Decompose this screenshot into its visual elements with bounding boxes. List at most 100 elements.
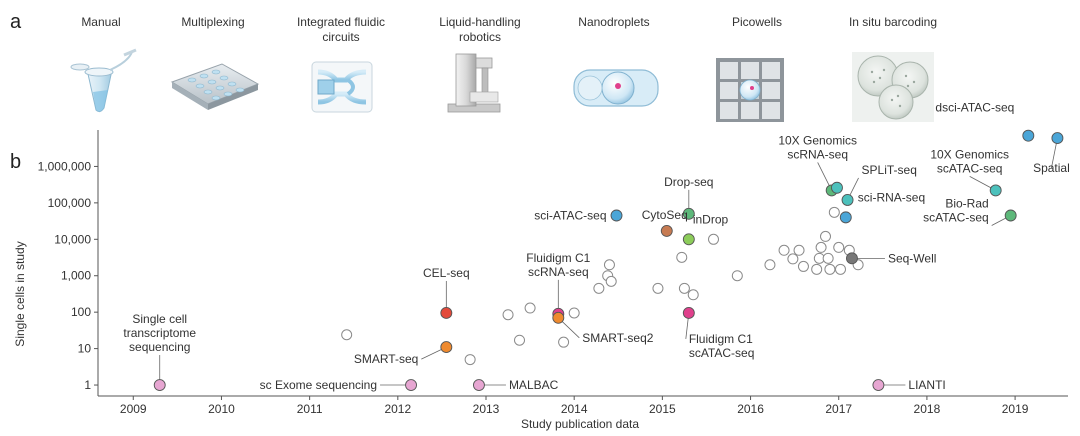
- y-tick-label: 1,000,000: [38, 159, 92, 173]
- panel-a-letter: a: [10, 11, 22, 33]
- x-tick-label: 2015: [649, 402, 676, 416]
- study-point-lightgreen: [682, 233, 695, 246]
- x-tick-label: 2011: [297, 402, 323, 416]
- fluidic-circuit-icon: [311, 61, 373, 113]
- study-point-open: [464, 354, 476, 366]
- study-point-open: [678, 282, 690, 294]
- study-point-open: [811, 263, 823, 275]
- droplet-icon: [573, 69, 659, 107]
- study-point-open: [558, 336, 570, 348]
- study-point-open: [568, 307, 580, 319]
- cells-icon: [852, 52, 934, 122]
- study-point-brown: [660, 224, 673, 237]
- tech-label-manual: Manual: [81, 15, 120, 29]
- study-point-open: [764, 259, 776, 271]
- study-point-open: [687, 289, 699, 301]
- study-point-magenta: [682, 307, 695, 319]
- y-axis-ticks: 1 10 100 1,000 10,000 100,000 1,000,000: [38, 159, 98, 392]
- y-tick-label: 1,000: [61, 269, 91, 283]
- study-label: MALBAC: [509, 378, 559, 392]
- panel-b-letter: b: [10, 151, 21, 173]
- chart-axes: [97, 130, 1068, 397]
- study-point-blue: [610, 209, 623, 222]
- study-label: SMART-seq2: [582, 331, 653, 345]
- x-tick-label: 2017: [825, 402, 852, 416]
- x-axis-title: Study publication data: [521, 417, 639, 431]
- study-point-teal: [989, 184, 1002, 197]
- y-axis-title: Single cells in study: [13, 241, 27, 346]
- study-label: Fluidigm C1 scRNA-seq: [526, 251, 590, 279]
- tech-label-picowells: Picowells: [732, 15, 782, 29]
- x-tick-label: 2014: [561, 402, 588, 416]
- study-label: inDrop: [693, 212, 729, 226]
- study-point-open: [778, 244, 790, 256]
- y-tick-label: 1: [84, 378, 91, 392]
- technology-labels: Manual Multiplexing Integrated fluidic ci…: [81, 15, 937, 44]
- study-label: LIANTI: [908, 378, 945, 392]
- study-point-pink: [872, 379, 885, 391]
- study-point-red: [440, 307, 453, 319]
- study-point-open: [676, 251, 688, 263]
- tech-label-multiplexing: Multiplexing: [181, 15, 244, 29]
- study-point-blue: [1022, 129, 1035, 142]
- study-point-blue: [839, 211, 852, 224]
- x-tick-label: 2009: [120, 402, 147, 416]
- study-point-open: [793, 244, 805, 256]
- tech-label-integrated-fluidic-circuits: Integrated fluidic circuits: [297, 15, 385, 44]
- study-point-pink: [472, 379, 485, 391]
- study-labels: Single cell transcriptome sequencing sc Exo…: [123, 101, 1069, 392]
- study-point-teal: [831, 181, 843, 194]
- study-label: dsci-ATAC-seq: [935, 101, 1014, 115]
- study-point-orange: [552, 311, 565, 324]
- y-tick-label: 100: [71, 305, 91, 319]
- x-tick-label: 2010: [208, 402, 235, 416]
- tech-label-nanodroplets: Nanodroplets: [578, 15, 649, 29]
- study-label: Drop-seq: [664, 175, 713, 189]
- x-tick-label: 2019: [1002, 402, 1029, 416]
- x-tick-label: 2018: [914, 402, 941, 416]
- study-point-open: [797, 260, 809, 272]
- tech-label-liquid-handling-robotics: Liquid-handling robotics: [439, 15, 520, 44]
- picowell-icon: [716, 58, 784, 122]
- study-point-open: [820, 230, 831, 242]
- study-point-open: [514, 334, 526, 346]
- y-tick-label: 100,000: [48, 196, 92, 210]
- study-label: sc Exome sequencing: [260, 378, 377, 392]
- study-point-pink: [153, 379, 166, 391]
- study-point-open: [652, 282, 664, 294]
- study-label: Single cell transcriptome sequencing: [123, 312, 196, 354]
- x-axis-ticks: 2009 2010 2011 2012 2013 2014 2015 2016 2017 2018…: [120, 396, 1029, 416]
- study-label: 10X Genomics scRNA-seq: [778, 133, 857, 161]
- study-point-open: [708, 233, 720, 245]
- study-label: Seq-Well: [888, 251, 936, 265]
- study-label: 10X Genomics scATAC-seq: [930, 147, 1009, 175]
- study-point-open: [824, 263, 836, 275]
- study-point-open: [603, 259, 615, 271]
- x-tick-label: 2013: [473, 402, 500, 416]
- y-tick-label: 10,000: [54, 232, 91, 246]
- tube-icon: [70, 48, 137, 113]
- study-label: SPLiT-seq: [862, 163, 917, 177]
- study-label: CEL-seq: [423, 266, 470, 280]
- scatter-chart: 2009 2010 2011 2012 2013 2014 2015 2016 2017 2018…: [13, 101, 1070, 431]
- study-point-open: [834, 263, 846, 275]
- study-label: Spatial: [1033, 161, 1070, 175]
- study-point-open: [341, 329, 353, 341]
- study-point-gray: [846, 252, 858, 265]
- study-point-open: [502, 309, 514, 321]
- study-label: sci-RNA-seq: [858, 190, 925, 204]
- study-point-orange: [440, 341, 453, 354]
- study-point-open: [822, 252, 834, 264]
- study-point-open: [787, 253, 799, 265]
- x-tick-label: 2016: [737, 402, 764, 416]
- study-point-green: [1004, 209, 1017, 222]
- study-label: SMART-seq: [354, 352, 418, 366]
- study-point-open: [731, 270, 743, 282]
- plate-icon: [170, 63, 260, 110]
- other-studies-points: [341, 206, 864, 366]
- x-tick-label: 2012: [384, 402, 411, 416]
- study-point-open: [833, 241, 845, 253]
- study-label: sci-ATAC-seq: [534, 209, 606, 223]
- robot-icon: [447, 53, 501, 113]
